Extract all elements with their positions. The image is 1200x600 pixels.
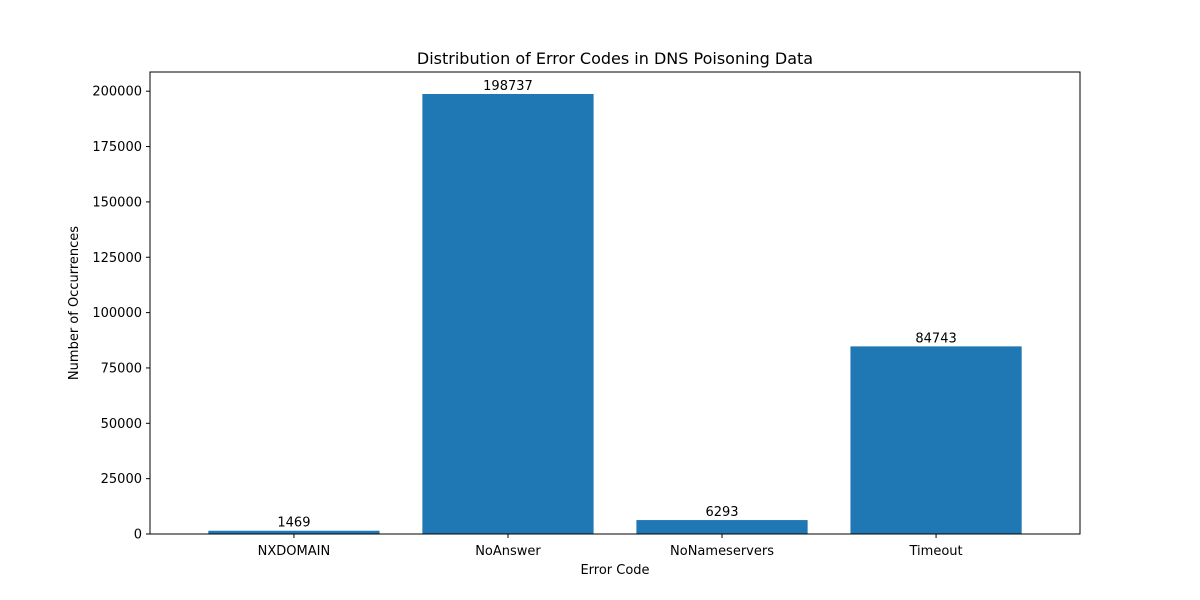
plot-frame (149, 71, 1081, 535)
bar-nonameservers (636, 520, 808, 534)
y-tick-label: 200000 (92, 85, 142, 100)
y-tick-label: 0 (134, 528, 142, 543)
y-tick-label: 150000 (92, 195, 142, 210)
y-tick-label: 125000 (92, 251, 142, 266)
data-label-timeout: 84743 (915, 331, 956, 346)
y-axis-label: Number of Occurrences (67, 226, 82, 380)
y-tick-label: 75000 (101, 361, 142, 376)
bar-nxdomain (208, 530, 380, 534)
data-label-noanswer: 198737 (483, 79, 533, 94)
data-label-nonameservers: 6293 (705, 505, 738, 520)
x-tick-label-timeout: Timeout (909, 544, 963, 559)
y-tick-label: 50000 (101, 417, 142, 432)
bar-noanswer (422, 94, 594, 534)
x-tick-label-nonameservers: NoNameservers (670, 544, 774, 559)
x-tick-label-noanswer: NoAnswer (475, 544, 541, 559)
y-tick-label: 100000 (92, 306, 142, 321)
y-tick-label: 175000 (92, 140, 142, 155)
data-labels-group: 1469 198737 6293 84743 (277, 79, 956, 531)
x-axis-ticks: NXDOMAIN NoAnswer NoNameservers Timeout (258, 534, 963, 559)
x-tick-label-nxdomain: NXDOMAIN (258, 544, 331, 559)
data-label-nxdomain: 1469 (277, 516, 310, 531)
bars-group (208, 94, 1022, 534)
chart-title: Distribution of Error Codes in DNS Poiso… (417, 49, 813, 68)
y-axis-ticks: 0 25000 50000 75000 100000 125000 150000 175000… (92, 85, 150, 543)
y-tick-label: 25000 (101, 472, 142, 487)
bar-timeout (850, 346, 1022, 534)
x-axis-label: Error Code (580, 563, 649, 578)
